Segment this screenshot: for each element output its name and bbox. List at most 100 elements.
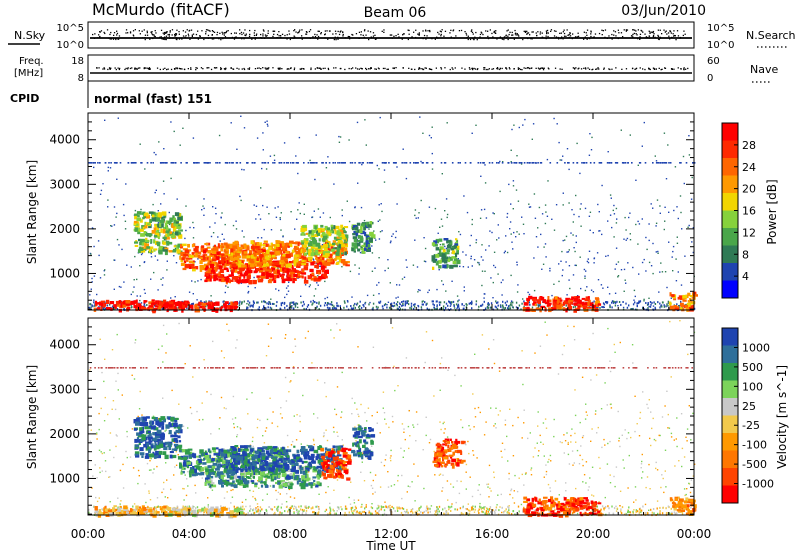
heatmap-cell [309,284,311,286]
noise-sample [338,33,341,36]
heatmap-cell [172,226,177,230]
nave-sample [578,67,580,69]
heatmap-cell [441,253,446,258]
heatmap-cell [325,250,331,254]
noise-sample [541,32,543,34]
heatmap-cell [239,428,242,430]
nave-sample [287,68,289,70]
heatmap-cell [340,250,343,255]
heatmap-cell [226,275,229,279]
heatmap-cell [547,303,551,307]
heatmap-cell [209,162,211,164]
nave-sample [361,68,363,70]
heatmap-cell [643,298,645,301]
heatmap-cell [666,286,668,289]
heatmap-cell [663,132,666,134]
heatmap-cell [438,265,442,269]
heatmap-cell [171,223,175,228]
heatmap-cell [673,209,675,212]
heatmap-cell [565,297,571,302]
heatmap-cell [134,220,138,224]
heatmap-cell [395,230,397,233]
heatmap-cell [484,307,487,310]
heatmap-cell [549,267,551,270]
heatmap-cell [251,162,254,164]
noise-sample [630,35,633,37]
heatmap-cell [327,227,331,230]
noise-sample [555,30,557,32]
heatmap-cell [587,296,590,301]
beam-label: Beam 06 [364,5,427,21]
heatmap-cell [203,214,205,216]
heatmap-cell [336,232,341,236]
heatmap-cell [163,299,167,304]
heatmap-cell [496,504,498,506]
heatmap-cell [676,303,678,306]
heatmap-cell [414,239,416,241]
nave-sample [422,68,425,71]
heatmap-cell [153,227,157,232]
heatmap-cell [390,459,392,462]
heatmap-cell [633,501,635,503]
noise-sample [273,33,275,35]
nave-sample [580,68,583,70]
heatmap-cell [294,228,296,230]
heatmap-cell [286,304,288,307]
heatmap-cell [401,304,403,307]
heatmap-cell [629,233,631,235]
noise-sample [182,30,184,32]
nave-sample [505,67,507,69]
heatmap-cell [591,466,594,468]
nave-sample [115,68,117,71]
heatmap-cell [422,303,424,306]
heatmap-cell [523,162,526,164]
heatmap-cell [606,162,609,164]
heatmap-cell [523,306,525,308]
heatmap-cell [309,236,313,239]
heatmap-cell [456,307,458,310]
heatmap-cell [223,242,228,246]
heatmap-cell [458,492,461,495]
noise-sample [594,33,597,35]
heatmap-cell [432,243,438,247]
noise-sample [383,31,385,33]
nave-sample [543,67,545,69]
heatmap-cell [447,499,449,501]
heatmap-cell [678,305,680,307]
heatmap-cell [173,245,177,248]
noise-sample [326,30,328,32]
heatmap-cell [253,276,255,279]
heatmap-cell [221,233,223,235]
heatmap-cell [340,162,343,164]
heatmap-cell [441,225,444,227]
noise-sample [583,31,585,33]
heatmap-cell [410,305,413,308]
heatmap-cell [581,376,584,378]
heatmap-cell [300,443,302,445]
heatmap-cell [148,246,154,250]
heatmap-cell [143,300,146,304]
heatmap-cell [158,247,163,250]
noise-sample [374,38,377,40]
heatmap-cell [165,233,169,238]
heatmap-cell [266,256,270,261]
heatmap-cell [469,428,471,431]
noise-sample [601,29,603,31]
heatmap-cell [567,303,572,308]
noise-sample [639,36,641,38]
heatmap-cell [539,303,541,305]
heatmap-cell [113,162,116,164]
heatmap-cell [292,162,295,164]
heatmap-cell [320,265,325,271]
noise-sample [208,29,210,32]
heatmap-cell [376,411,378,413]
heatmap-cell [317,284,319,286]
heatmap-cell [327,231,331,235]
cpid-value: normal (fast) 151 [94,92,212,106]
noise-sample [634,29,636,31]
heatmap-cell [688,154,691,156]
heatmap-cell [153,304,156,307]
heatmap-cell [268,246,272,251]
heatmap-cell [279,413,282,415]
heatmap-cell [267,260,271,265]
